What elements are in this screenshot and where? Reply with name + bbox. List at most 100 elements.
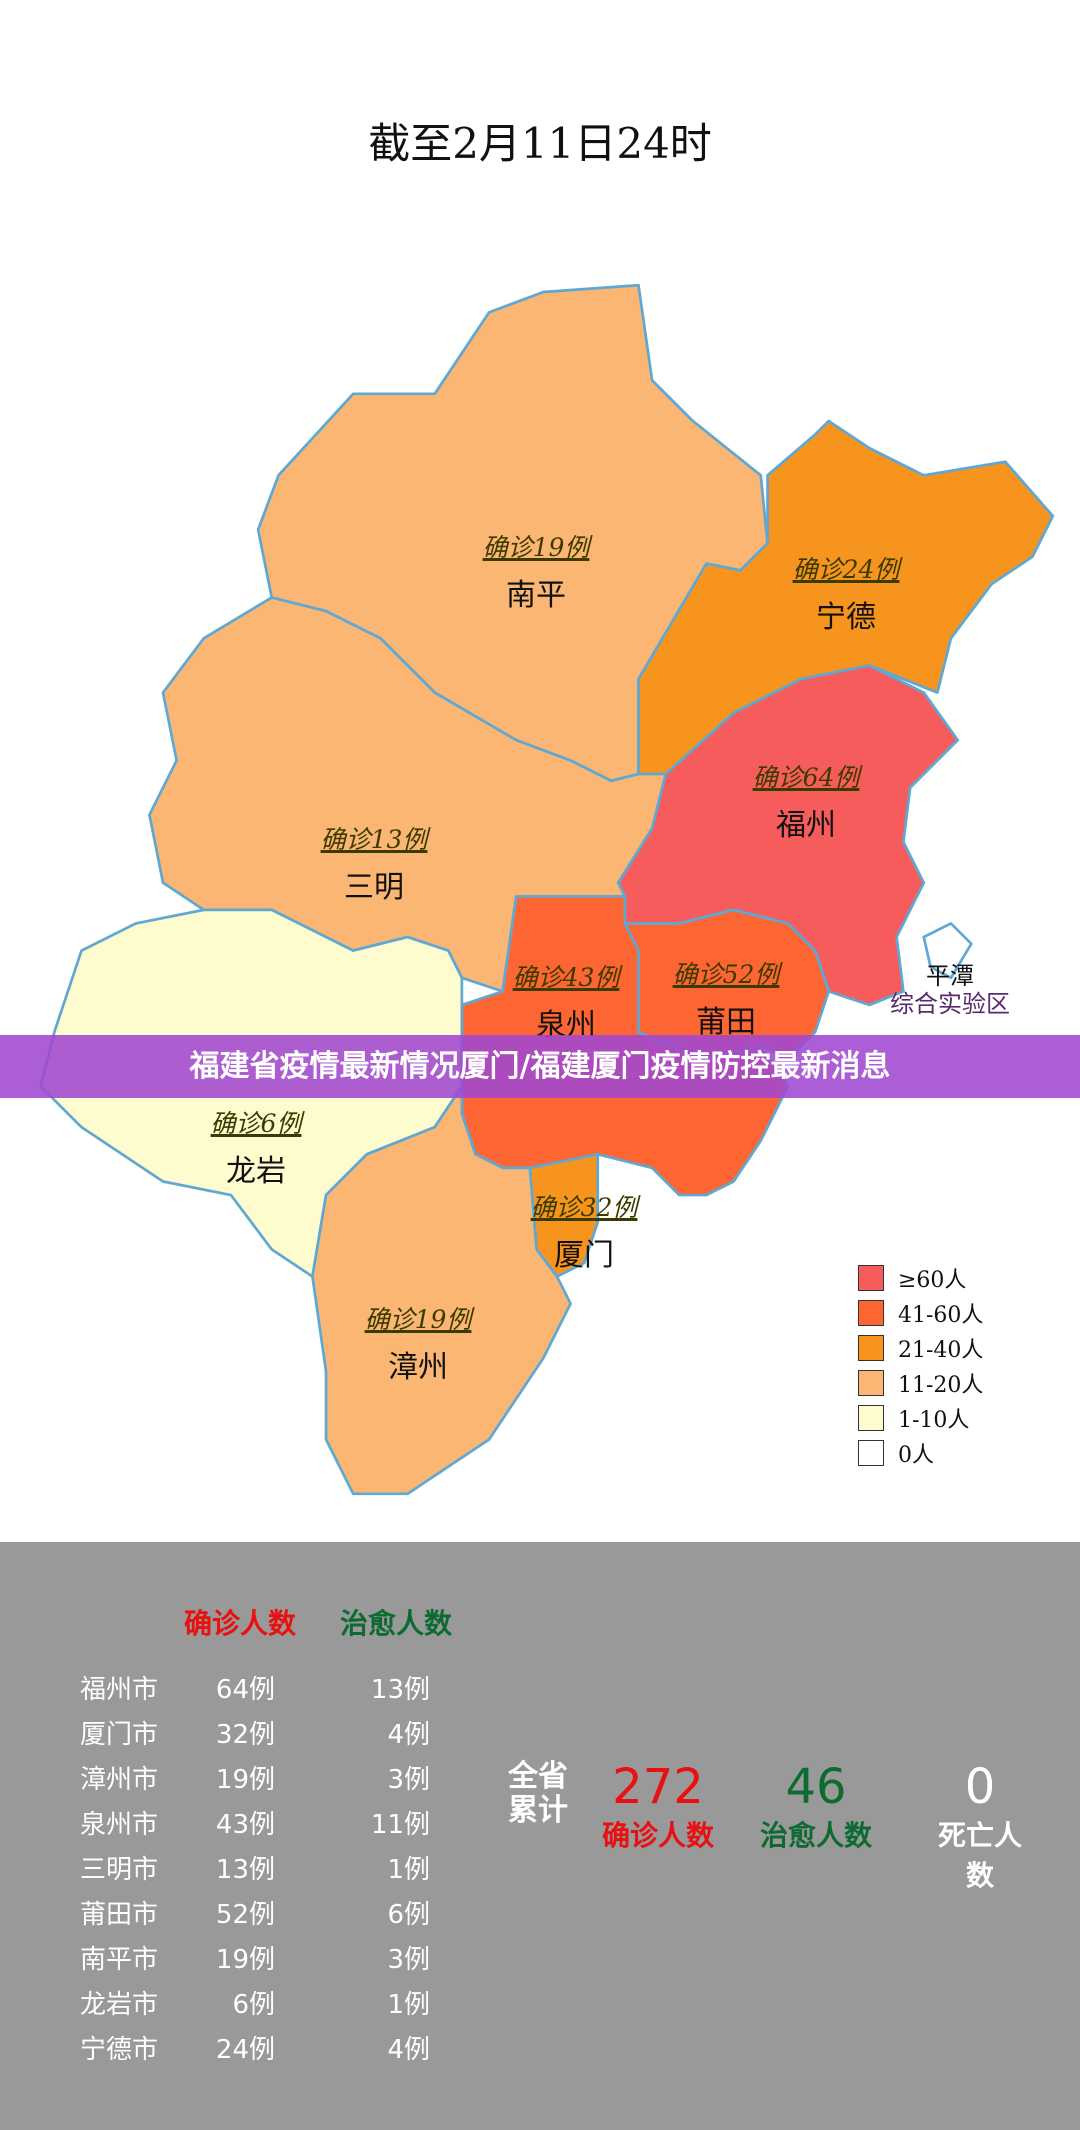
label-fuzhou: 确诊64例福州 [753,758,860,844]
row-cured: 6例 [387,1900,430,1930]
total-cured: 46 治愈人数 [760,1760,872,1854]
label-xiamen: 确诊32例厦门 [531,1188,638,1274]
total-deaths-label: 死亡人数 [937,1819,1022,1892]
legend-item: 41-60人 [858,1295,983,1330]
legend-swatch [858,1369,884,1396]
stats-panel: 确诊人数 治愈人数 福州市 64例 13例 厦门市 32例 4例 漳州市 19例 3例 泉州市 43… [0,1542,1080,2130]
total-confirmed-label: 确诊人数 [601,1819,715,1852]
label-zhangzhou: 确诊19例漳州 [365,1300,472,1386]
legend-swatch [858,1264,884,1291]
row-confirmed: 52例 [215,1900,275,1930]
table-row: 泉州市 43例 11例 [0,1804,460,1844]
legend-item: 0人 [858,1435,983,1470]
count-label: 确诊13例 [320,825,428,854]
region-putian [623,908,831,1061]
row-city: 泉州市 [80,1810,159,1840]
table-row: 漳州市 19例 3例 [0,1759,460,1799]
row-confirmed: 64例 [215,1675,275,1705]
legend-swatch [858,1334,884,1361]
row-confirmed: 13例 [215,1855,275,1885]
city-label: 漳州 [388,1350,448,1385]
row-city: 三明市 [80,1855,159,1885]
row-city: 福州市 [80,1675,159,1705]
legend-label: 21-40人 [898,1337,984,1363]
total-cured-value: 46 [785,1759,847,1815]
total-deaths-value: 0 [964,1759,996,1815]
table-row: 三明市 13例 1例 [0,1849,460,1889]
totals-label-1: 全省 [508,1759,568,1794]
row-confirmed: 43例 [215,1810,275,1840]
city-label: 南平 [506,578,566,613]
city-label: 福州 [776,808,836,843]
total-cured-label: 治愈人数 [759,1819,873,1852]
row-confirmed: 19例 [215,1765,275,1795]
city-label: 三明 [344,870,404,905]
legend-item: 21-40人 [858,1330,983,1365]
legend-swatch [858,1404,884,1431]
label-nanping: 确诊19例南平 [483,528,590,614]
total-deaths: 0 死亡人数 [930,1760,1030,1894]
row-confirmed: 6例 [232,1990,275,2020]
table-row: 厦门市 32例 4例 [0,1714,460,1754]
total-confirmed-value: 272 [612,1759,704,1815]
row-city: 莆田市 [80,1900,159,1930]
table-row: 福州市 64例 13例 [0,1669,460,1709]
city-label: 莆田 [696,1005,756,1040]
row-cured: 4例 [387,2035,430,2065]
legend-swatch [858,1299,884,1326]
label-pingtan: 平潭 综合实验区 [890,962,1010,1018]
map-title: 截至2月11日24时 [368,119,712,168]
headline-banner: 福建省疫情最新情况厦门/福建厦门疫情防控最新消息 [0,1035,1080,1098]
label-sanming: 确诊13例三明 [321,820,428,906]
row-confirmed: 24例 [215,2035,275,2065]
label-putian: 确诊52例莆田 [673,955,780,1041]
row-cured: 11例 [370,1810,430,1840]
row-confirmed: 32例 [215,1720,275,1750]
row-city: 宁德市 [80,2035,159,2065]
row-cured: 1例 [387,1990,430,2020]
legend-item: ≥60人 [858,1260,983,1295]
header-confirmed: 确诊人数 [184,1607,297,1640]
fujian-map [39,283,1055,1496]
count-label: 确诊6例 [210,1109,302,1138]
legend-swatch [858,1439,884,1466]
total-confirmed: 272 确诊人数 [602,1760,714,1854]
legend-item: 1-10人 [858,1400,983,1435]
row-cured: 13例 [370,1675,430,1705]
legend-item: 11-20人 [858,1365,983,1400]
region-ningde [637,419,1055,776]
row-city: 厦门市 [80,1720,159,1750]
city-label: 宁德 [816,600,876,635]
table-row: 莆田市 52例 6例 [0,1894,460,1934]
row-city: 南平市 [80,1945,159,1975]
count-label: 确诊64例 [752,763,860,792]
count-label: 确诊43例 [512,963,620,992]
pingtan-line2: 综合实验区 [890,990,1010,1018]
city-label: 厦门 [554,1238,614,1273]
totals-label-2: 累计 [508,1793,568,1828]
table-row: 龙岩市 6例 1例 [0,1984,460,2024]
city-label: 龙岩 [226,1154,286,1189]
row-cured: 3例 [387,1765,430,1795]
legend-label: 41-60人 [898,1302,984,1328]
label-longyan: 确诊6例龙岩 [211,1104,302,1190]
table-row: 宁德市 24例 4例 [0,2029,460,2069]
table-row: 南平市 19例 3例 [0,1939,460,1979]
row-confirmed: 19例 [215,1945,275,1975]
row-city: 龙岩市 [80,1990,159,2020]
label-ningde: 确诊24例宁德 [793,550,900,636]
row-cured: 1例 [387,1855,430,1885]
legend: ≥60人 41-60人 21-40人 11-20人 1-10人 0人 [858,1260,983,1470]
count-label: 确诊19例 [364,1305,472,1334]
count-label: 确诊52例 [672,960,780,989]
totals-label: 全省 累计 [508,1760,568,1828]
count-label: 确诊32例 [530,1193,638,1222]
row-cured: 4例 [387,1720,430,1750]
count-label: 确诊24例 [792,555,900,584]
row-city: 漳州市 [80,1765,159,1795]
region-pingtan [922,922,973,980]
count-label: 确诊19例 [482,533,590,562]
header-cured: 治愈人数 [340,1607,453,1640]
pingtan-line1: 平潭 [926,962,974,990]
label-quanzhou: 确诊43例 泉州 [513,958,620,1044]
